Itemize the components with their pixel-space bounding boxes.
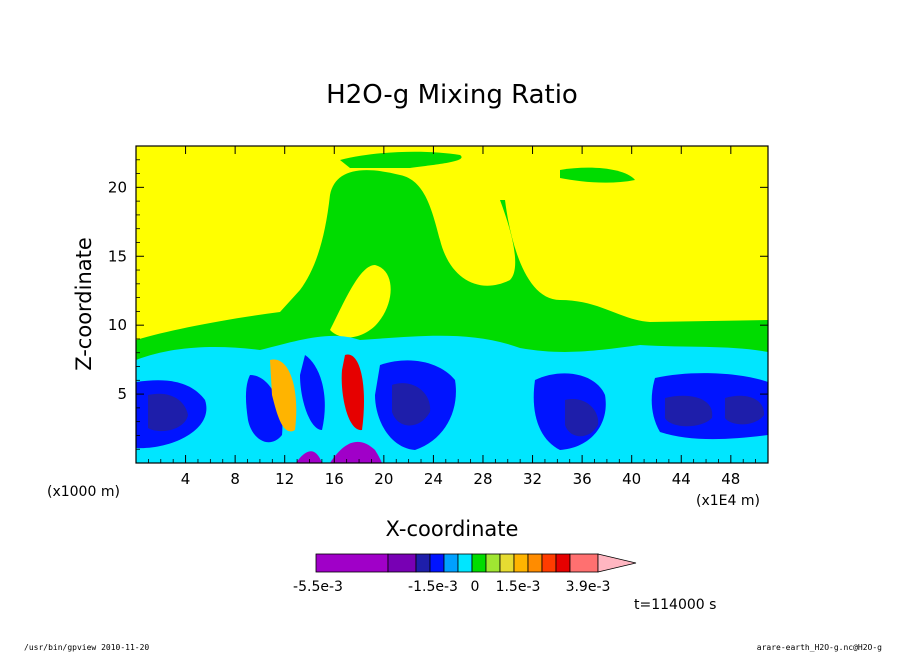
- x-axis-title: X-coordinate: [386, 517, 519, 541]
- colorbar-labels: -5.5e-3 -1.5e-3 0 1.5e-3 3.9e-3: [293, 579, 610, 595]
- field-green-top-patch: [560, 167, 635, 183]
- x-tick-label: 44: [672, 470, 691, 488]
- colorbar-swatch: [429, 553, 445, 573]
- field-navy-core-36: [565, 399, 599, 437]
- x-unit-left-label: (x1000 m): [47, 484, 120, 500]
- field-navy-core-46: [665, 395, 713, 427]
- x-axis: 4 8 12 16 20 24 28 32 36 40 44 48: [135, 146, 769, 488]
- field-green-top-band: [340, 151, 462, 168]
- x-tick-label: 32: [523, 470, 542, 488]
- field-orange-plume-12: [270, 359, 297, 432]
- colorbar-label: 1.5e-3: [496, 579, 541, 595]
- field-blue-plume-15: [300, 355, 325, 430]
- x-tick-label: 36: [573, 470, 592, 488]
- y-tick-label: 5: [117, 385, 127, 403]
- colorbar-swatch: [513, 553, 529, 573]
- footer-right: arare-earth_H2O-g.nc@H2O-g: [756, 643, 882, 652]
- field-purple-base-18: [330, 441, 382, 463]
- field-navy-core-50: [725, 395, 765, 425]
- field-navy-left-core: [148, 393, 188, 432]
- y-tick-label: 10: [108, 316, 127, 334]
- x-tick-label: 48: [721, 470, 740, 488]
- colorbar-swatch: [555, 553, 571, 573]
- field-purple-base-15: [296, 451, 322, 463]
- colorbar-swatch: [541, 553, 557, 573]
- contour-plot-area: [136, 146, 768, 463]
- colorbar-swatch: [315, 553, 389, 573]
- colorbar-swatch: [499, 553, 515, 573]
- field-red-plume-17: [341, 354, 365, 431]
- field-navy-core-22: [392, 383, 431, 426]
- field-yellow-plume-core: [330, 265, 391, 338]
- colorbar-swatch: [569, 553, 599, 573]
- colorbar-swatch: [471, 553, 487, 573]
- x-tick-label: 16: [325, 470, 344, 488]
- colorbar: [315, 553, 637, 573]
- colorbar-label: 0: [471, 579, 480, 595]
- time-label: t=114000 s: [634, 597, 716, 613]
- x-tick-label: 12: [275, 470, 294, 488]
- x-unit-right-label: (x1E4 m): [696, 493, 760, 509]
- colorbar-swatch: [527, 553, 543, 573]
- footer-left: /usr/bin/gpview 2010-11-20: [24, 643, 150, 652]
- x-tick-label: 28: [473, 470, 492, 488]
- colorbar-swatch: [443, 553, 459, 573]
- y-tick-label: 20: [108, 178, 127, 196]
- colorbar-swatch: [485, 553, 501, 573]
- colorbar-label: -1.5e-3: [408, 579, 458, 595]
- colorbar-label: -5.5e-3: [293, 579, 343, 595]
- x-tick-label: 40: [622, 470, 641, 488]
- chart-title: H2O-g Mixing Ratio: [326, 80, 578, 110]
- y-axis: 5 10 15 20: [108, 159, 768, 450]
- x-tick-label: 4: [181, 470, 191, 488]
- colorbar-swatch: [387, 553, 417, 573]
- colorbar-label: 3.9e-3: [566, 579, 611, 595]
- x-tick-label: 20: [374, 470, 393, 488]
- colorbar-swatch: [415, 553, 431, 573]
- y-axis-title: Z-coordinate: [72, 237, 96, 371]
- plot-frame: [135, 145, 769, 464]
- x-tick-label: 24: [424, 470, 443, 488]
- x-tick-label: 8: [230, 470, 240, 488]
- colorbar-swatch: [457, 553, 473, 573]
- y-tick-label: 15: [108, 247, 127, 265]
- colorbar-arrow: [597, 553, 637, 573]
